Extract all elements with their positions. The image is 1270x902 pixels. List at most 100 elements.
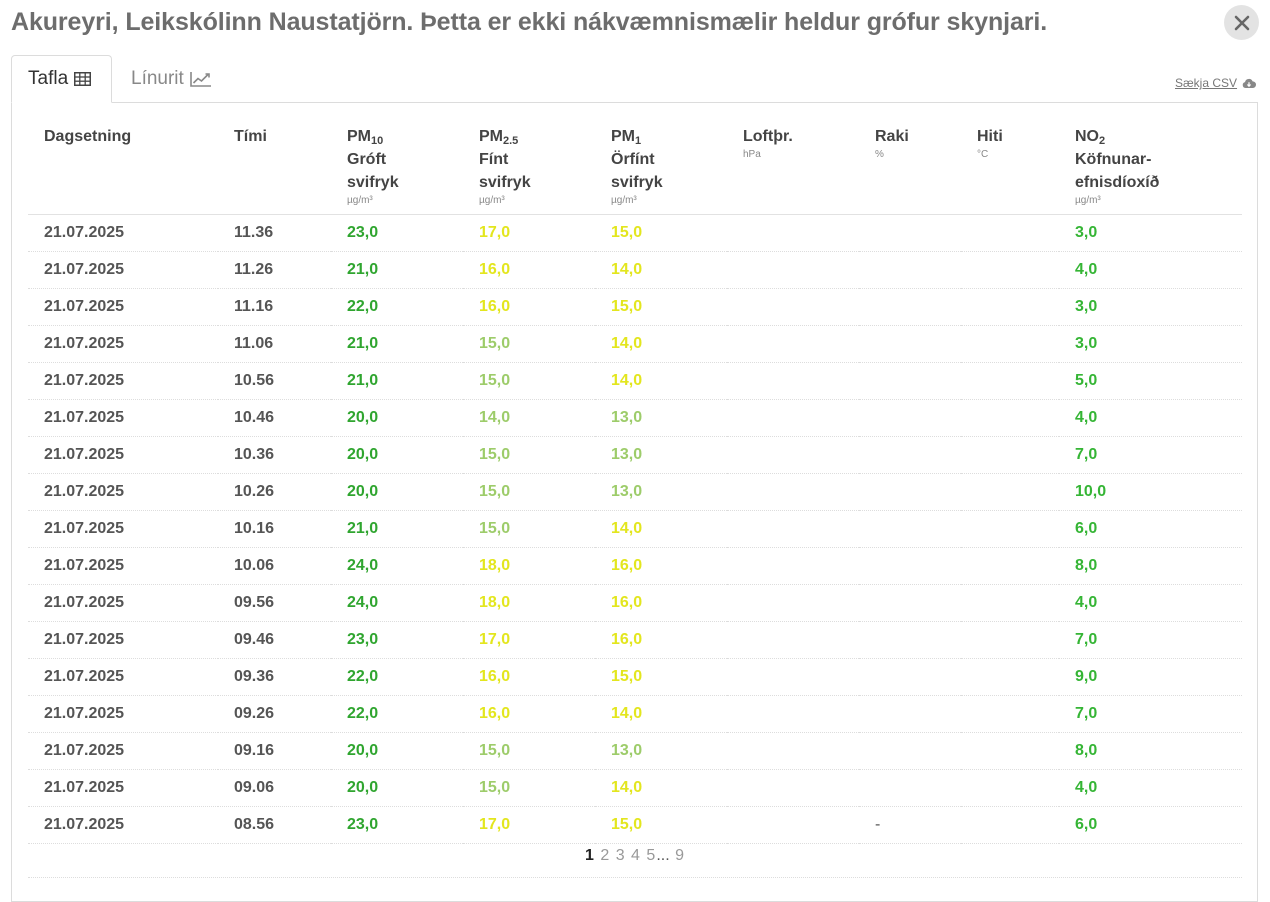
- cell-pm1: 14,0: [595, 251, 727, 289]
- tab-table[interactable]: Tafla: [11, 55, 112, 103]
- cell-date: 21.07.2025: [28, 732, 218, 770]
- cell-humidity: [859, 473, 961, 511]
- cell-pressure: [727, 806, 859, 844]
- cell-humidity: [859, 251, 961, 289]
- cell-pm1: 16,0: [595, 547, 727, 585]
- cell-pm10: 22,0: [331, 288, 463, 326]
- table-body: 21.07.2025 11.36 23,0 17,0 15,0 3,0 21.07.2025…: [28, 214, 1242, 844]
- cell-pm10: 20,0: [331, 732, 463, 770]
- page-title: Akureyri, Leikskólinn Naustatjörn. Þetta…: [11, 8, 1048, 36]
- close-icon: [1234, 15, 1249, 30]
- cell-pm25: 15,0: [463, 732, 595, 770]
- cell-humidity: [859, 214, 961, 252]
- cell-pressure: [727, 732, 859, 770]
- line-chart-icon: [190, 72, 211, 87]
- cell-pm1: 13,0: [595, 436, 727, 474]
- cell-date: 21.07.2025: [28, 288, 218, 326]
- table-panel: Dagsetning Tími PM10 Gróft svifryk µg/m³…: [11, 102, 1258, 902]
- header-humidity: Raki %: [859, 113, 961, 215]
- cell-date: 21.07.2025: [28, 362, 218, 400]
- cell-pm1: 13,0: [595, 732, 727, 770]
- page-link-last[interactable]: 9: [675, 847, 685, 864]
- cell-date: 21.07.2025: [28, 510, 218, 548]
- cell-pressure: [727, 658, 859, 696]
- table-row: 21.07.2025 09.46 23,0 17,0 16,0 7,0: [28, 621, 1242, 659]
- table-row: 21.07.2025 09.26 22,0 16,0 14,0 7,0: [28, 695, 1242, 733]
- page-link[interactable]: 5: [646, 847, 656, 864]
- table-row: 21.07.2025 11.36 23,0 17,0 15,0 3,0: [28, 214, 1242, 252]
- page-current[interactable]: 1: [584, 847, 594, 864]
- header-temperature: Hiti °C: [961, 113, 1059, 215]
- cell-pm25: 16,0: [463, 695, 595, 733]
- cell-humidity: [859, 288, 961, 326]
- header-pm1: PM1 Örfínt svifryk µg/m³: [595, 113, 727, 215]
- cell-pm10: 23,0: [331, 806, 463, 844]
- cell-pm10: 20,0: [331, 436, 463, 474]
- cell-pm10: 21,0: [331, 362, 463, 400]
- cell-pm1: 13,0: [595, 473, 727, 511]
- cell-date: 21.07.2025: [28, 695, 218, 733]
- table-row: 21.07.2025 09.56 24,0 18,0 16,0 4,0: [28, 584, 1242, 622]
- cell-time: 08.56: [218, 806, 331, 844]
- cell-pm25: 15,0: [463, 325, 595, 363]
- cell-time: 09.56: [218, 584, 331, 622]
- cell-no2: 8,0: [1059, 732, 1242, 770]
- page-link[interactable]: 4: [631, 847, 640, 864]
- cell-date: 21.07.2025: [28, 214, 218, 252]
- header-pm10: PM10 Gróft svifryk µg/m³: [331, 113, 463, 215]
- cell-pm25: 15,0: [463, 436, 595, 474]
- cell-pressure: [727, 214, 859, 252]
- table-row: 21.07.2025 11.26 21,0 16,0 14,0 4,0: [28, 251, 1242, 289]
- table-row: 21.07.2025 10.06 24,0 18,0 16,0 8,0: [28, 547, 1242, 585]
- cell-pm1: 15,0: [595, 288, 727, 326]
- tab-chart[interactable]: Línurit: [131, 55, 212, 103]
- cell-no2: 3,0: [1059, 288, 1242, 326]
- cell-time: 10.36: [218, 436, 331, 474]
- download-csv-label: Sækja CSV: [1175, 76, 1238, 90]
- cell-pressure: [727, 436, 859, 474]
- header-pressure: Loftþr. hPa: [727, 113, 859, 215]
- cell-no2: 9,0: [1059, 658, 1242, 696]
- cell-temperature: [961, 399, 1059, 437]
- cell-date: 21.07.2025: [28, 584, 218, 622]
- cell-pm25: 17,0: [463, 621, 595, 659]
- cell-time: 10.26: [218, 473, 331, 511]
- page-link[interactable]: 3: [615, 847, 625, 864]
- cell-time: 09.16: [218, 732, 331, 770]
- cell-time: 09.36: [218, 658, 331, 696]
- cell-pressure: [727, 547, 859, 585]
- cell-pm10: 24,0: [331, 547, 463, 585]
- table-row: 21.07.2025 11.16 22,0 16,0 15,0 3,0: [28, 288, 1242, 326]
- table-row: 21.07.2025 08.56 23,0 17,0 15,0 - 6,0: [28, 806, 1242, 844]
- cell-pm10: 22,0: [331, 695, 463, 733]
- cell-pm10: 21,0: [331, 325, 463, 363]
- cell-humidity: [859, 362, 961, 400]
- tab-chart-label: Línurit: [131, 68, 184, 89]
- download-csv-link[interactable]: Sækja CSV: [1175, 76, 1256, 90]
- cell-no2: 3,0: [1059, 325, 1242, 363]
- cell-pm10: 21,0: [331, 251, 463, 289]
- cell-pm1: 15,0: [595, 806, 727, 844]
- page-link[interactable]: 2: [600, 847, 610, 864]
- cell-temperature: [961, 436, 1059, 474]
- cell-date: 21.07.2025: [28, 325, 218, 363]
- cell-no2: 4,0: [1059, 251, 1242, 289]
- cell-pressure: [727, 584, 859, 622]
- cell-humidity: [859, 399, 961, 437]
- cell-pm25: 14,0: [463, 399, 595, 437]
- cell-date: 21.07.2025: [28, 473, 218, 511]
- table-header-row: Dagsetning Tími PM10 Gróft svifryk µg/m³…: [28, 113, 1242, 215]
- cell-temperature: [961, 547, 1059, 585]
- cell-pm25: 16,0: [463, 251, 595, 289]
- cell-no2: 4,0: [1059, 769, 1242, 807]
- cell-date: 21.07.2025: [28, 399, 218, 437]
- close-button[interactable]: [1224, 5, 1259, 40]
- cell-temperature: [961, 806, 1059, 844]
- cell-date: 21.07.2025: [28, 547, 218, 585]
- cell-no2: 7,0: [1059, 436, 1242, 474]
- cell-pressure: [727, 769, 859, 807]
- cell-date: 21.07.2025: [28, 806, 218, 844]
- table-row: 21.07.2025 09.06 20,0 15,0 14,0 4,0: [28, 769, 1242, 807]
- cell-pm10: 23,0: [331, 621, 463, 659]
- cell-pm10: 20,0: [331, 769, 463, 807]
